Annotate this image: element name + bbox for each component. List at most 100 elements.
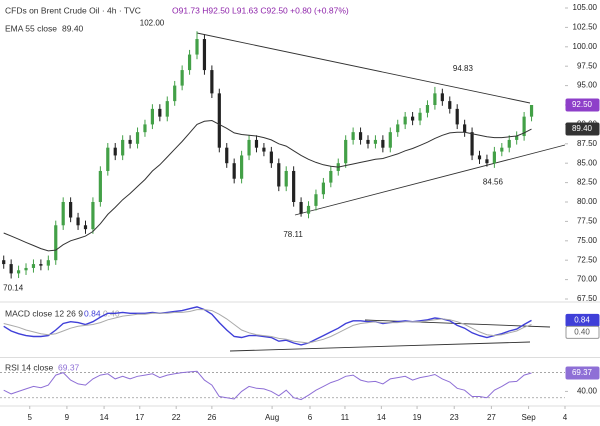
x-tick-label: 14	[100, 413, 109, 422]
annotation: 70.14	[3, 284, 24, 293]
trend-line	[229, 341, 531, 352]
candle-body	[69, 202, 73, 218]
candle-body	[143, 124, 147, 133]
candle-body	[373, 139, 378, 144]
candle-body	[24, 267, 28, 271]
candle-body	[83, 225, 88, 230]
candle-body	[113, 147, 117, 156]
price-badge	[565, 98, 600, 112]
candle-body	[247, 139, 251, 156]
candle-body	[448, 101, 452, 109]
candle-body	[500, 147, 504, 152]
candle-body	[202, 39, 207, 71]
candle-body	[269, 151, 273, 164]
candle-body	[381, 139, 385, 148]
x-tick-label: 4	[563, 413, 568, 422]
x-tick-label: 5	[28, 413, 33, 422]
candle-body	[39, 264, 43, 266]
candle-body	[522, 116, 526, 137]
candle-body	[150, 108, 155, 125]
price-badge-label: 0.84	[574, 316, 590, 325]
candle-body	[529, 105, 534, 117]
y-tick-label: 67.50	[577, 294, 598, 303]
candle-body	[329, 170, 333, 183]
x-tick-label: Sep	[521, 413, 536, 422]
candle-body	[232, 163, 236, 179]
candle-body	[254, 139, 259, 148]
price-badge-label: 89.40	[572, 124, 593, 133]
candle-body	[366, 139, 370, 144]
x-tick-label: 14	[377, 413, 386, 422]
price-badge-label: 69.37	[572, 368, 593, 377]
candle-body	[396, 124, 400, 133]
candle-body	[240, 155, 244, 179]
chart-title: CFDs on Brent Crude Oil · 4h · TVC	[5, 5, 141, 15]
y-tick-label: 87.50	[577, 139, 598, 148]
x-tick-label: 6	[308, 413, 313, 422]
candle-body	[515, 136, 519, 140]
candle-body	[180, 70, 184, 86]
candle-body	[314, 194, 318, 206]
x-tick-label: 9	[65, 413, 70, 422]
candle-body	[54, 225, 58, 261]
candle-body	[135, 132, 140, 144]
annotation: 84.56	[483, 178, 504, 187]
x-tick-label: 19	[413, 413, 422, 422]
candle-body	[158, 108, 162, 117]
candle-body	[358, 132, 363, 140]
y-tick-label: 72.50	[577, 255, 598, 264]
candle-body	[61, 202, 65, 226]
candle-body	[306, 205, 311, 214]
candle-body	[98, 170, 102, 202]
candle-body	[16, 270, 21, 274]
trend-line	[196, 32, 531, 104]
x-tick-label: 22	[172, 413, 181, 422]
candle-body	[121, 139, 125, 156]
candle-body	[425, 105, 430, 113]
candle-body	[9, 264, 13, 274]
y-tick-label: 97.50	[577, 61, 598, 70]
candle-body	[277, 163, 281, 187]
candle-body	[351, 132, 355, 140]
annotation: 94.83	[453, 64, 474, 73]
candle-body	[91, 202, 95, 230]
candle-body	[217, 93, 221, 148]
candle-body	[418, 112, 422, 121]
candle-body	[455, 108, 459, 125]
series-line	[3, 309, 532, 344]
legend-value: 89.40	[62, 23, 84, 33]
pane-title: MACD close 12 26 9	[5, 308, 83, 318]
ohlc-readout: O91.73 H92.50 L91.63 C92.50 +0.80 (+0.87…	[172, 5, 349, 15]
legend-entry: EMA 55 close	[5, 23, 57, 33]
trend-line	[294, 144, 566, 216]
series-line	[3, 119, 532, 252]
candle-body	[463, 124, 467, 133]
y-tick-label: 80.00	[577, 197, 598, 206]
candle-body	[262, 147, 266, 152]
candle-body	[106, 147, 110, 171]
candle-body	[210, 70, 214, 94]
x-tick-label: 27	[487, 413, 496, 422]
series-line	[3, 370, 532, 401]
candle-body	[388, 132, 392, 148]
candle-body	[485, 159, 489, 164]
candle-body	[128, 139, 132, 144]
candle-body	[76, 217, 80, 226]
candle-body	[492, 151, 496, 164]
y-tick-label: 70.00	[577, 275, 598, 284]
legend-value: 0.84	[84, 308, 101, 318]
candle-body	[165, 101, 169, 117]
price-badge-label: 0.40	[574, 328, 590, 337]
candle-body	[403, 116, 407, 125]
candle-body	[2, 260, 6, 265]
annotation: 78.11	[283, 230, 303, 239]
candle-body	[225, 147, 229, 164]
candle-body	[299, 202, 303, 214]
price-badge	[565, 366, 600, 380]
candle-body	[410, 116, 415, 121]
candle-body	[195, 39, 199, 55]
trend-line	[364, 319, 551, 328]
candle-body	[321, 182, 325, 195]
